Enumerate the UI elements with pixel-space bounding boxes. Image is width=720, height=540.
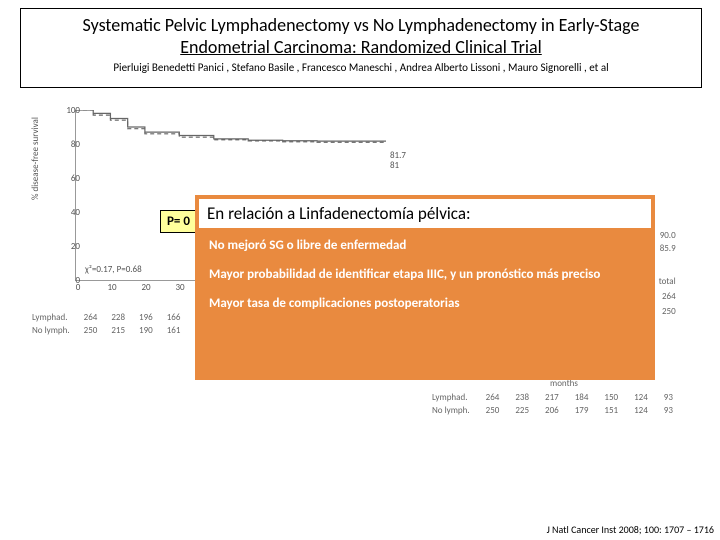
overlay-point-3: Mayor tasa de complicaciones postoperato… (209, 296, 641, 311)
os-total-1: 264 (662, 291, 676, 302)
chart2-risk-table: Lymphad. 264 238 217 184 150 124 93 No l… (430, 390, 689, 418)
risk-row-nolymph: No lymph. 250 215 190 161 (32, 325, 192, 336)
conclusions-overlay: En relación a Linfadenectomía pélvica: N… (195, 195, 655, 380)
authors-line: Pierluigi Benedetti Panici , Stefano Bas… (21, 58, 701, 74)
ytick-100: 100 (50, 105, 80, 116)
chart1-risk-table: Lymphad. 264 228 196 166 No lymph. 250 2… (30, 310, 194, 338)
title-line2: Endometrial Carcinoma: Randomized Clinic… (180, 36, 542, 58)
end-value-nolymph: 81 (390, 160, 399, 171)
risk-row-lymphad: Lymphad. 264 228 196 166 (32, 312, 192, 323)
title-box: Systematic Pelvic Lymphadenectomy vs No … (20, 8, 702, 88)
chisq-text: χ²=0.17, P=0.68 (85, 264, 142, 275)
os-risk-row-2: No lymph. 250 225 206 179 151 124 93 (432, 405, 687, 416)
ytick-40: 40 (50, 207, 80, 218)
title-line1: Systematic Pelvic Lymphadenectomy vs No … (83, 14, 640, 36)
overlay-point-1: No mejoró SG o libre de enfermedad (209, 238, 641, 253)
overlay-point-2: Mayor probabilidad de identificar etapa … (209, 267, 641, 282)
citation: J Natl Cancer Inst 2008; 100: 1707 – 171… (547, 523, 714, 536)
ytick-60: 60 (50, 173, 80, 184)
xtick-30: 30 (170, 282, 190, 293)
os-total-2: 250 (662, 306, 676, 317)
paper-title: Systematic Pelvic Lymphadenectomy vs No … (21, 9, 701, 58)
p-value-label: P= 0 (167, 214, 190, 229)
overlay-heading: En relación a Linfadenectomía pélvica: (199, 199, 651, 228)
os-risk-row-1: Lymphad. 264 238 217 184 150 124 93 (432, 392, 687, 403)
ytick-80: 80 (50, 139, 80, 150)
xtick-20: 20 (136, 282, 156, 293)
xtick-0: 0 (68, 282, 88, 293)
p-value-box: P= 0 (160, 210, 197, 233)
os-total-label: total (659, 276, 676, 287)
ytick-20: 20 (50, 241, 80, 252)
xtick-10: 10 (102, 282, 122, 293)
chart1-ylabel: % disease-free survival (30, 117, 41, 200)
